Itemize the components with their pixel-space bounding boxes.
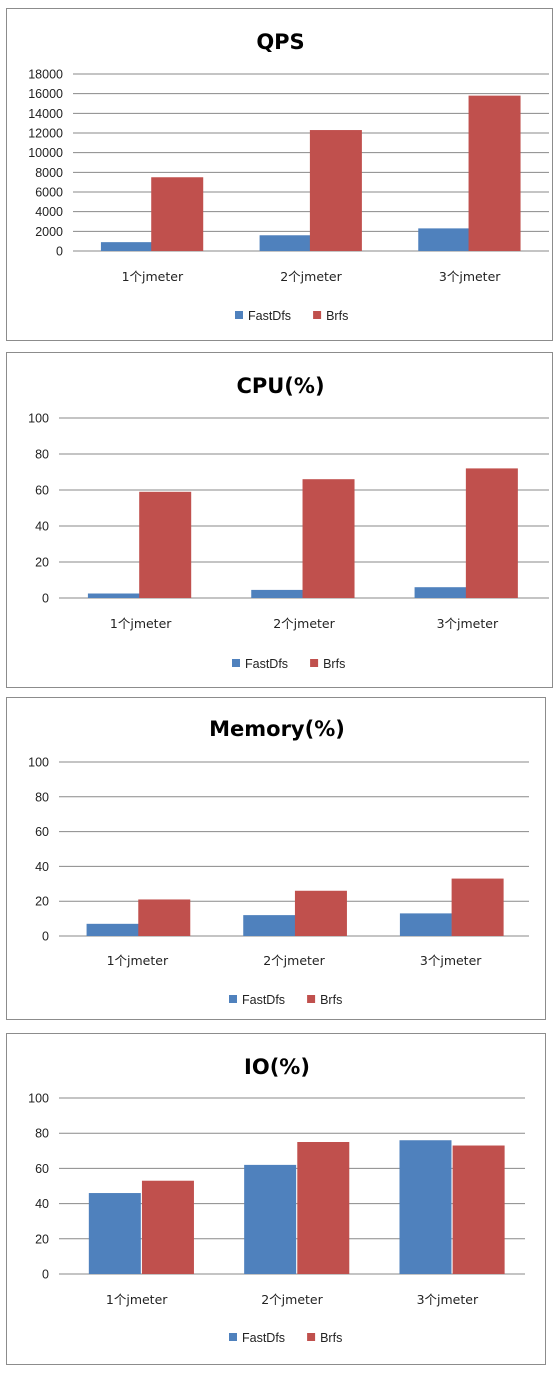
bar-fastdfs-1 (87, 593, 140, 598)
legend-swatch-fastdfs (229, 1333, 237, 1341)
bar-fastdfs-3 (418, 228, 471, 251)
y-tick-label: 12000 (28, 127, 63, 141)
bar-fastdfs-1 (86, 923, 139, 936)
y-tick-label: 14000 (28, 107, 63, 121)
y-tick-label: 4000 (35, 205, 63, 219)
y-tick-label: 80 (35, 448, 49, 462)
y-tick-label: 6000 (35, 186, 63, 200)
cpu-chart: CPU(%) 0 20 40 60 80 100 1个jmeter 2个jmeter 3个jmet… (28, 374, 549, 671)
x-tick-label: 2个jmeter (261, 1292, 323, 1307)
y-tick-label: 80 (35, 1127, 49, 1141)
memory-chart-panel: Memory(%) 0 20 40 60 80 100 1个jmeter 2个jmeter 3个j… (6, 697, 546, 1020)
x-tick-label: 3个jmeter (439, 269, 501, 284)
io-chart-title: IO(%) (244, 1055, 310, 1079)
bar-fastdfs-3 (399, 1140, 452, 1274)
y-tick-label: 0 (56, 245, 63, 259)
bar-fastdfs-3 (399, 913, 452, 936)
memory-chart: Memory(%) 0 20 40 60 80 100 1个jmeter 2个jmeter 3个j… (28, 717, 529, 1007)
legend-label-fastdfs: FastDfs (248, 309, 291, 323)
qps-chart: QPS 0 2000 4000 6000 8000 10000 12000 14000 16000… (28, 30, 549, 323)
bar-brfs-3 (468, 95, 521, 251)
y-tick-label: 40 (35, 860, 49, 874)
y-tick-label: 60 (35, 1162, 49, 1176)
x-tick-label: 2个jmeter (280, 269, 342, 284)
bar-brfs-2 (297, 1142, 350, 1274)
x-tick-label: 3个jmeter (417, 1292, 479, 1307)
cpu-chart-panel: CPU(%) 0 20 40 60 80 100 1个jmeter 2个jmeter 3个jmet… (6, 352, 553, 688)
legend-label-fastdfs: FastDfs (245, 657, 288, 671)
legend-label-fastdfs: FastDfs (242, 1331, 285, 1345)
legend-label-brfs: Brfs (326, 309, 348, 323)
bar-fastdfs-2 (251, 589, 304, 598)
legend-label-brfs: Brfs (320, 993, 342, 1007)
y-tick-label: 40 (35, 1197, 49, 1211)
x-tick-label: 2个jmeter (263, 953, 325, 968)
io-chart: IO(%) 0 20 40 60 80 100 1个jmeter 2个jmeter 3个jmete… (28, 1055, 525, 1345)
x-tick-label: 2个jmeter (273, 616, 335, 631)
bar-brfs-3 (465, 468, 518, 598)
y-tick-label: 0 (42, 930, 49, 944)
bar-brfs-1 (139, 491, 192, 598)
y-tick-label: 18000 (28, 68, 63, 82)
y-tick-label: 16000 (28, 87, 63, 101)
bar-brfs-2 (309, 130, 362, 251)
y-tick-label: 20 (35, 895, 49, 909)
bar-fastdfs-1 (100, 242, 153, 251)
cpu-chart-title: CPU(%) (236, 374, 324, 398)
legend-label-brfs: Brfs (323, 657, 345, 671)
y-tick-label: 0 (42, 592, 49, 606)
y-tick-label: 20 (35, 556, 49, 570)
y-tick-label: 8000 (35, 166, 63, 180)
bar-brfs-2 (294, 890, 347, 936)
y-tick-label: 100 (28, 412, 49, 426)
x-tick-label: 1个jmeter (107, 953, 169, 968)
io-chart-panel: IO(%) 0 20 40 60 80 100 1个jmeter 2个jmeter 3个jmete… (6, 1033, 546, 1365)
bar-brfs-1 (151, 177, 204, 251)
bar-fastdfs-2 (244, 1164, 297, 1274)
memory-chart-title: Memory(%) (209, 717, 345, 741)
y-tick-label: 10000 (28, 146, 63, 160)
x-tick-label: 1个jmeter (106, 1292, 168, 1307)
y-tick-label: 60 (35, 484, 49, 498)
legend-label-fastdfs: FastDfs (242, 993, 285, 1007)
qps-chart-panel: QPS 0 2000 4000 6000 8000 10000 12000 14000 16000… (6, 8, 553, 341)
y-tick-label: 100 (28, 1092, 49, 1106)
y-tick-label: 0 (42, 1268, 49, 1282)
bar-brfs-3 (452, 1145, 505, 1274)
bar-fastdfs-1 (88, 1193, 141, 1274)
x-tick-label: 3个jmeter (437, 616, 499, 631)
legend-swatch-fastdfs (235, 311, 243, 319)
bar-brfs-1 (138, 899, 191, 936)
bar-fastdfs-2 (243, 915, 296, 936)
legend-label-brfs: Brfs (320, 1331, 342, 1345)
bar-brfs-3 (451, 878, 504, 936)
x-tick-label: 1个jmeter (110, 616, 172, 631)
legend-swatch-brfs (310, 659, 319, 667)
y-tick-label: 100 (28, 756, 49, 770)
legend-swatch-brfs (307, 1333, 316, 1341)
legend-swatch-brfs (307, 995, 316, 1003)
y-tick-label: 20 (35, 1232, 49, 1246)
legend-swatch-brfs (313, 311, 322, 319)
legend-swatch-fastdfs (232, 659, 240, 667)
qps-chart-title: QPS (256, 30, 304, 54)
y-tick-label: 60 (35, 825, 49, 839)
y-tick-label: 2000 (35, 225, 63, 239)
bar-brfs-1 (141, 1180, 194, 1274)
bar-brfs-2 (302, 479, 355, 598)
bar-fastdfs-3 (414, 587, 467, 598)
x-tick-label: 3个jmeter (420, 953, 482, 968)
bar-fastdfs-2 (259, 235, 312, 251)
x-tick-label: 1个jmeter (122, 269, 184, 284)
y-tick-label: 40 (35, 520, 49, 534)
legend-swatch-fastdfs (229, 995, 237, 1003)
y-tick-label: 80 (35, 790, 49, 804)
